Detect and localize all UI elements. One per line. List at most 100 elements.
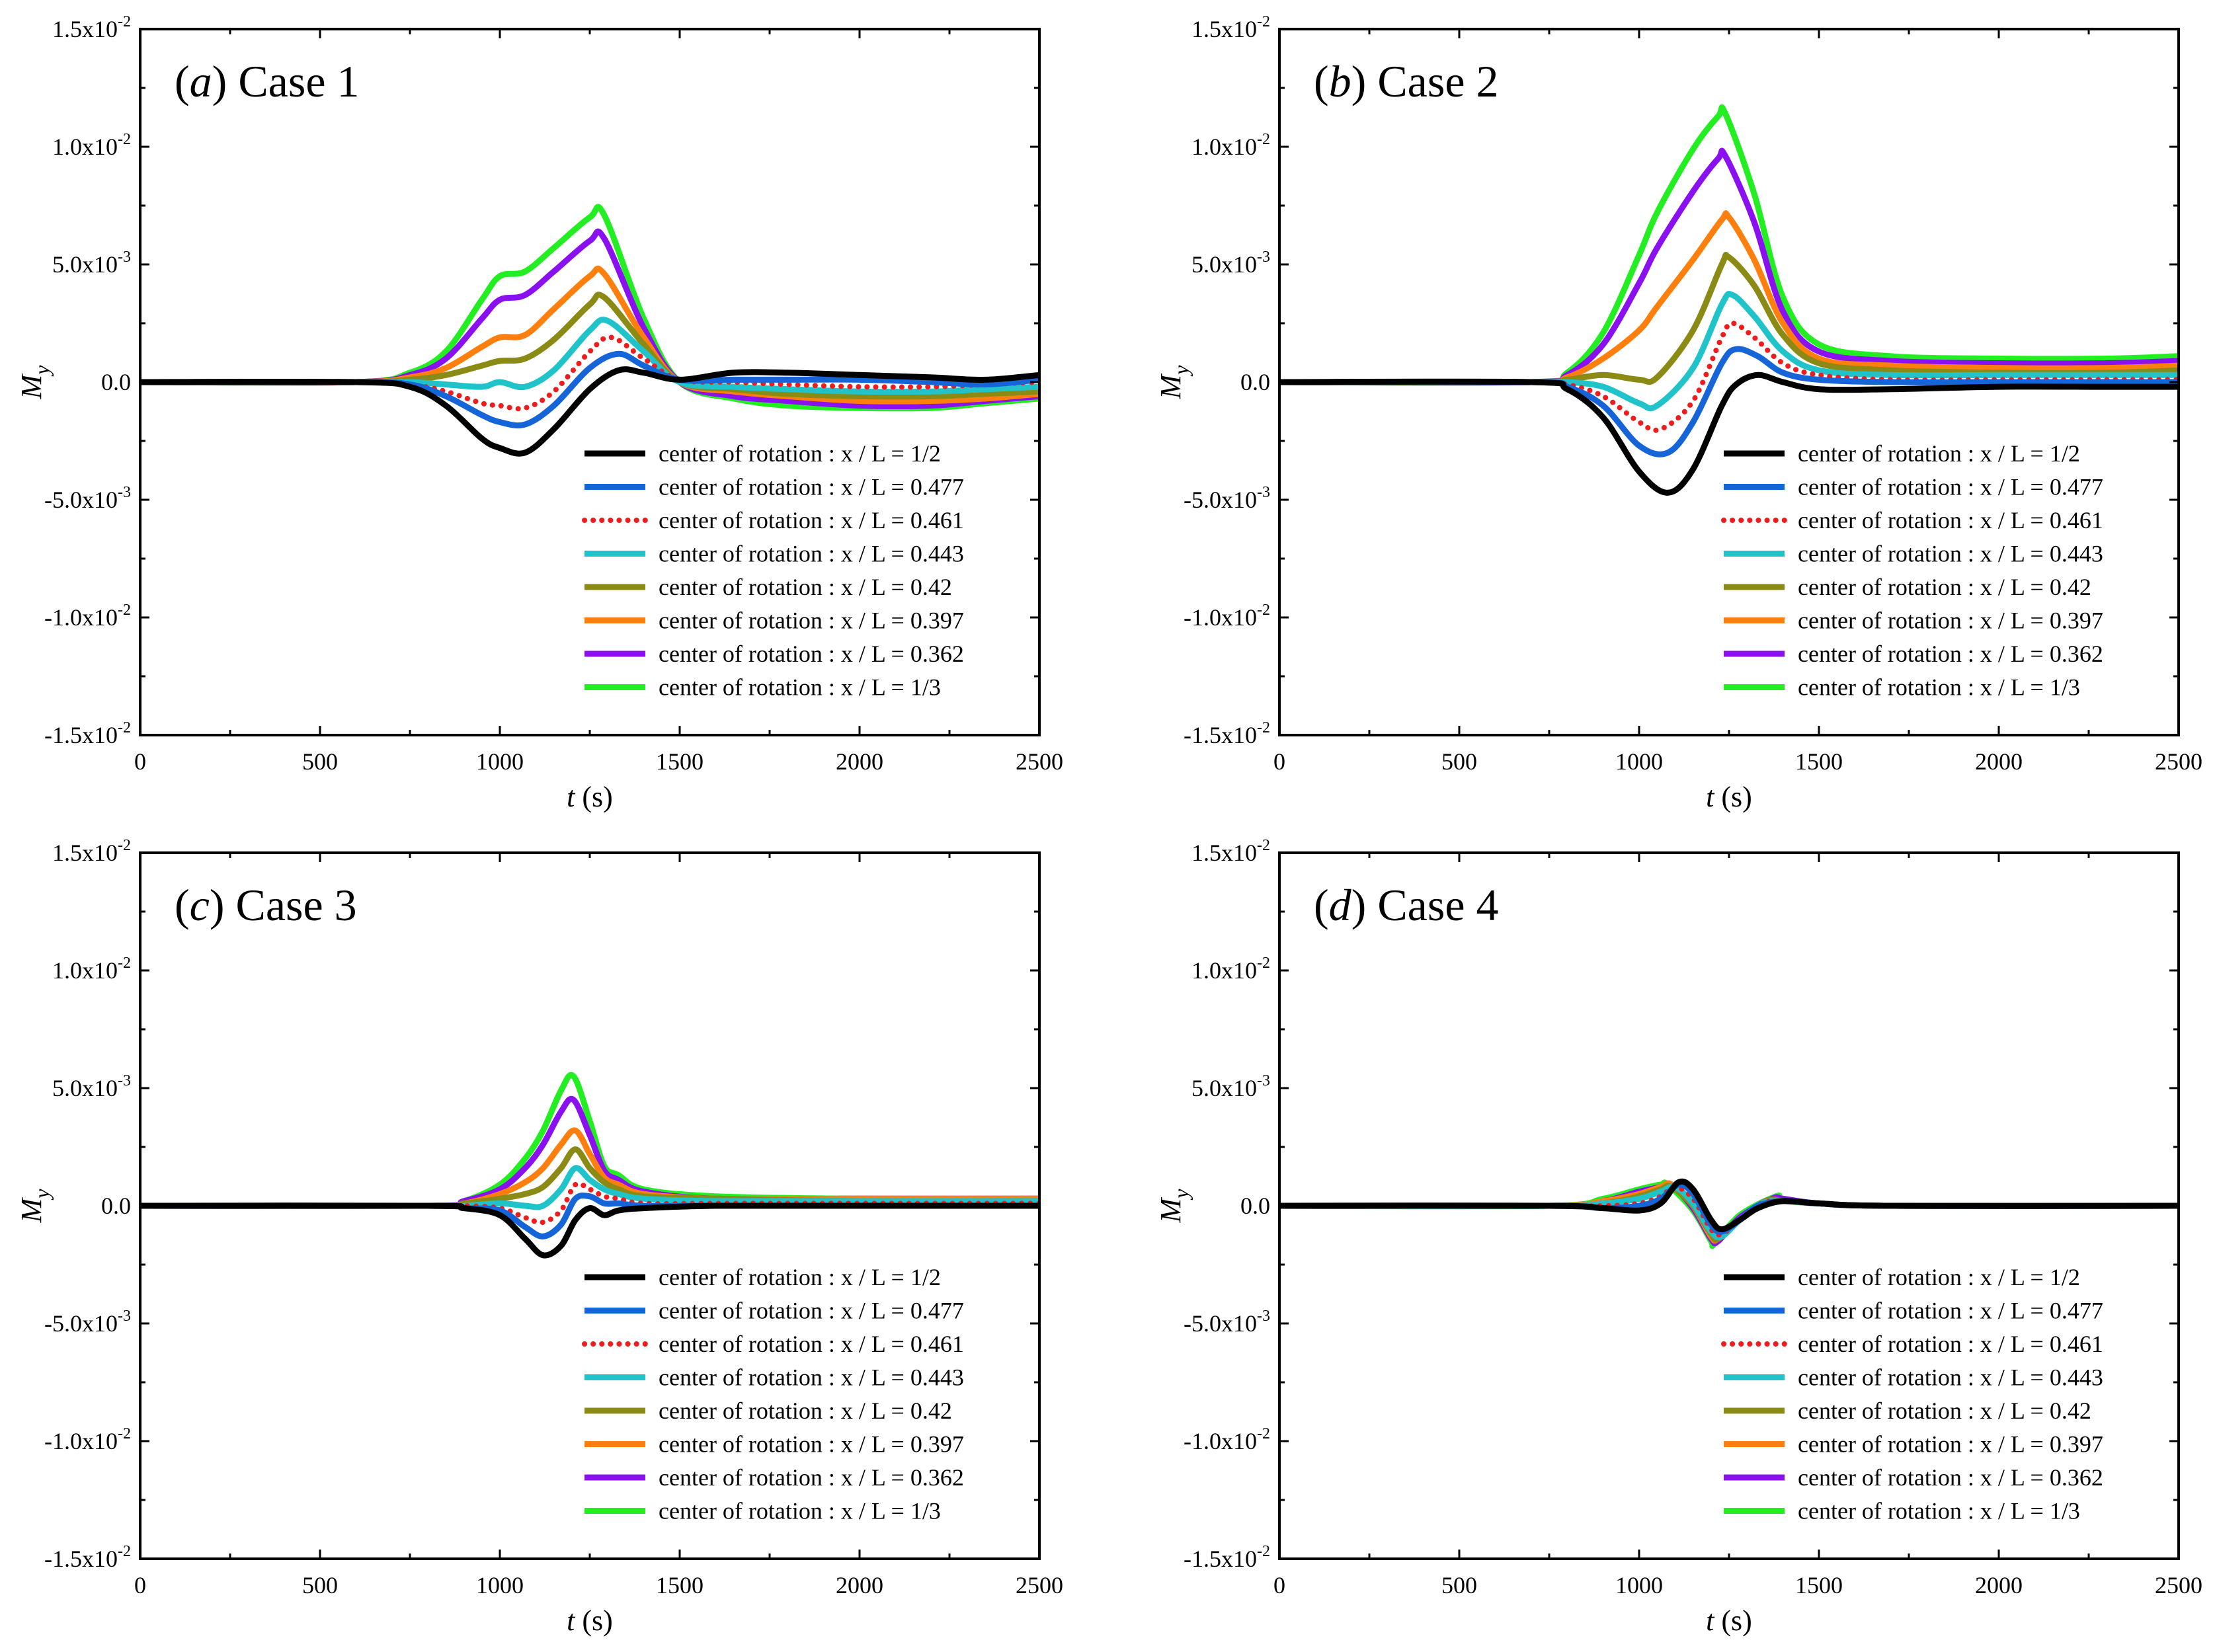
legend-label: center of rotation : x / L = 0.477 [1798, 474, 2103, 500]
x-tick-label: 0 [134, 1572, 146, 1598]
legend-item: center of rotation : x / L = 0.362 [1724, 1464, 2103, 1491]
legend-item: center of rotation : x / L = 0.443 [584, 541, 964, 567]
legend-item: center of rotation : x / L = 0.362 [1724, 641, 2103, 667]
panel-c: 0 500 1000 1500 2000 2500 -1.5x10-2 -1.0x10-2 -5… [15, 837, 1063, 1637]
legend-label: center of rotation : x / L = 0.362 [659, 1464, 964, 1491]
y-axis-title: My [15, 1189, 54, 1224]
y-tick-label: -1.5x10-2 [44, 1543, 131, 1572]
legend-item: center of rotation : x / L = 0.461 [582, 1331, 964, 1357]
series-line-0 [140, 1202, 1039, 1259]
y-tick-label: -1.5x10-2 [44, 719, 131, 748]
legend-item: center of rotation : x / L = 0.42 [1724, 574, 2091, 600]
x-tick-label: 0 [134, 748, 146, 775]
legend-label: center of rotation : x / L = 0.443 [659, 1364, 964, 1391]
legend-item: center of rotation : x / L = 0.42 [1724, 1397, 2091, 1424]
x-tick-label: 500 [1441, 748, 1477, 775]
legend-item: center of rotation : x / L = 0.477 [1724, 1298, 2103, 1324]
x-axis-title: t (s) [567, 781, 613, 813]
legend-item: center of rotation : x / L = 1/3 [1724, 674, 2080, 701]
x-tick-label: 1500 [656, 1572, 704, 1598]
legend-label: center of rotation : x / L = 0.461 [1798, 507, 2103, 533]
panel-a: 0 500 1000 1500 2000 2500 -1.5x10-2 -1.0x10-2 -5… [15, 13, 1063, 813]
y-tick-label: 5.0x10-3 [1191, 1072, 1270, 1101]
legend-label: center of rotation : x / L = 0.477 [659, 1298, 964, 1324]
legend-item: center of rotation : x / L = 0.477 [1724, 474, 2103, 500]
legend-label: center of rotation : x / L = 0.461 [659, 1331, 964, 1357]
legend-label: center of rotation : x / L = 0.42 [659, 574, 952, 600]
legend-label: center of rotation : x / L = 0.461 [1798, 1331, 2103, 1357]
x-tick-label: 1000 [476, 748, 524, 775]
legend-item: center of rotation : x / L = 0.443 [1724, 1364, 2103, 1391]
legend-label: center of rotation : x / L = 1/3 [1798, 674, 2080, 701]
x-tick-label: 0 [1273, 1572, 1285, 1598]
legend-item: center of rotation : x / L = 0.362 [584, 641, 964, 667]
legend-item: center of rotation : x / L = 1/2 [1724, 440, 2080, 467]
y-tick-label: 1.5x10-2 [1191, 13, 1270, 42]
legend-label: center of rotation : x / L = 0.42 [1798, 574, 2091, 600]
x-axis-title: t (s) [1706, 781, 1752, 813]
x-tick-label: 2000 [1975, 748, 2023, 775]
legend-label: center of rotation : x / L = 0.362 [659, 641, 964, 667]
y-tick-label: -5.0x10-3 [1184, 1308, 1270, 1337]
panel-d: 0 500 1000 1500 2000 2500 -1.5x10-2 -1.0x10-2 -5… [1154, 837, 2202, 1637]
series-group [140, 1072, 1039, 1259]
legend: center of rotation : x / L = 1/2 center o… [1721, 440, 2103, 701]
legend-label: center of rotation : x / L = 1/3 [659, 674, 941, 701]
legend-item: center of rotation : x / L = 1/2 [584, 440, 941, 467]
series-line-0 [1279, 1178, 2179, 1233]
y-tick-label: 0.0 [101, 1193, 131, 1219]
y-tick-label: 5.0x10-3 [52, 249, 131, 278]
legend-label: center of rotation : x / L = 0.461 [659, 507, 964, 533]
series-line-0 [140, 366, 1039, 457]
y-tick-label: 1.5x10-2 [52, 837, 131, 866]
x-tick-label: 0 [1273, 748, 1285, 775]
legend-label: center of rotation : x / L = 0.42 [1798, 1397, 2091, 1424]
legend-item: center of rotation : x / L = 0.397 [584, 1431, 964, 1458]
series-group [1279, 104, 2179, 496]
legend-item: center of rotation : x / L = 0.461 [582, 507, 964, 533]
x-tick-label: 500 [1441, 1572, 1477, 1598]
legend-item: center of rotation : x / L = 1/3 [1724, 1498, 2080, 1524]
legend-label: center of rotation : x / L = 0.397 [659, 608, 964, 634]
legend-label: center of rotation : x / L = 1/3 [1798, 1498, 2080, 1524]
legend-label: center of rotation : x / L = 0.477 [659, 474, 964, 500]
legend-item: center of rotation : x / L = 0.461 [1721, 507, 2103, 533]
series-line-3 [140, 1165, 1039, 1210]
y-tick-label: 1.0x10-2 [52, 955, 131, 984]
legend-label: center of rotation : x / L = 0.362 [1798, 641, 2103, 667]
x-tick-label: 2500 [1016, 748, 1063, 775]
x-tick-label: 1000 [1615, 1572, 1663, 1598]
legend-item: center of rotation : x / L = 1/3 [584, 674, 941, 701]
y-axis-title: My [1154, 365, 1193, 400]
legend-item: center of rotation : x / L = 0.477 [584, 474, 964, 500]
legend: center of rotation : x / L = 1/2 center o… [582, 1264, 964, 1524]
x-tick-label: 500 [302, 1572, 338, 1598]
panel-b: 0 500 1000 1500 2000 2500 -1.5x10-2 -1.0x10-2 -5… [1154, 13, 2202, 813]
legend-item: center of rotation : x / L = 0.443 [1724, 541, 2103, 567]
panel-title: (d) Case 4 [1314, 880, 1499, 930]
legend: center of rotation : x / L = 1/2 center o… [1721, 1264, 2103, 1524]
panel-title: (c) Case 3 [175, 880, 357, 930]
legend-label: center of rotation : x / L = 1/2 [659, 1264, 941, 1290]
x-tick-label: 1000 [476, 1572, 524, 1598]
x-axis-title: t (s) [567, 1604, 613, 1637]
y-tick-label: 0.0 [1240, 369, 1270, 395]
x-tick-label: 2000 [836, 748, 883, 775]
y-tick-label: -1.0x10-2 [44, 602, 131, 631]
y-axis-title: My [1154, 1189, 1193, 1224]
legend-label: center of rotation : x / L = 1/2 [1798, 1264, 2080, 1290]
legend-label: center of rotation : x / L = 0.477 [1798, 1298, 2103, 1324]
x-tick-label: 1000 [1615, 748, 1663, 775]
y-tick-label: 1.0x10-2 [1191, 955, 1270, 984]
series-group [140, 204, 1039, 457]
series-group [1279, 1178, 2179, 1249]
x-tick-label: 500 [302, 748, 338, 775]
legend-item: center of rotation : x / L = 0.362 [584, 1464, 964, 1491]
legend-item: center of rotation : x / L = 1/3 [584, 1498, 941, 1524]
legend-label: center of rotation : x / L = 0.397 [1798, 1431, 2103, 1458]
legend-label: center of rotation : x / L = 0.443 [1798, 1364, 2103, 1391]
x-tick-label: 1500 [656, 748, 704, 775]
legend-label: center of rotation : x / L = 0.443 [1798, 541, 2103, 567]
legend-label: center of rotation : x / L = 1/2 [659, 440, 941, 467]
